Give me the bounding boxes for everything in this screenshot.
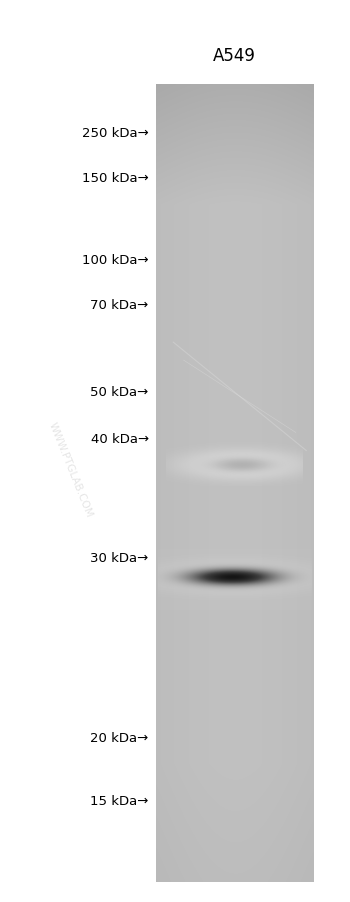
Text: 50 kDa→: 50 kDa→ [91, 386, 149, 399]
Text: 15 kDa→: 15 kDa→ [90, 795, 149, 807]
Text: 20 kDa→: 20 kDa→ [91, 732, 149, 744]
Text: 70 kDa→: 70 kDa→ [91, 299, 149, 311]
Text: WWW.PTGLAB.COM: WWW.PTGLAB.COM [46, 420, 94, 518]
Text: 250 kDa→: 250 kDa→ [82, 127, 149, 140]
Text: 30 kDa→: 30 kDa→ [91, 551, 149, 564]
Text: A549: A549 [213, 47, 256, 65]
Text: 150 kDa→: 150 kDa→ [82, 172, 149, 185]
Text: 40 kDa→: 40 kDa→ [91, 433, 149, 446]
Text: 100 kDa→: 100 kDa→ [82, 253, 149, 266]
